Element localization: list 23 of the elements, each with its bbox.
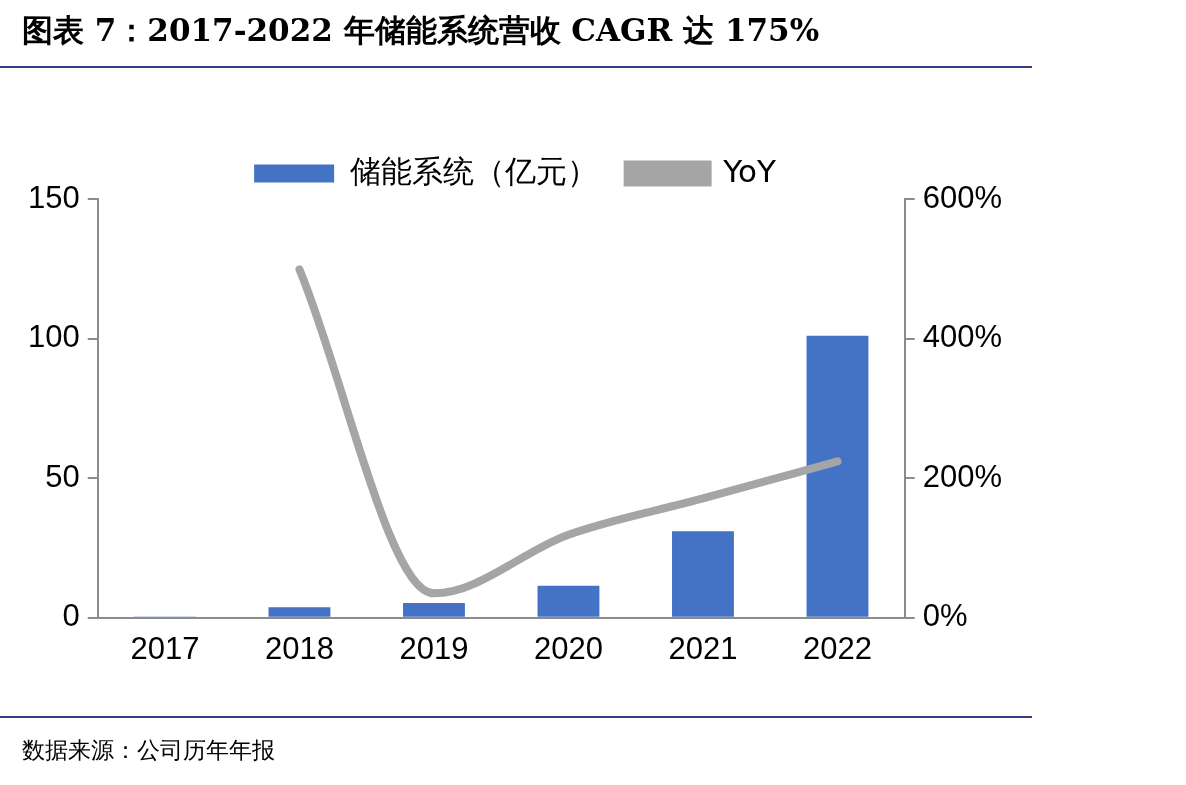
x-tick-label: 2022 — [802, 630, 872, 666]
y2-tick-label: 600% — [922, 179, 1003, 215]
y2-tick-label: 0% — [922, 598, 968, 634]
x-tick-label: 2018 — [264, 630, 334, 666]
x-tick-label: 2019 — [399, 630, 469, 666]
y2-tick-label: 200% — [922, 458, 1003, 494]
bar — [268, 607, 331, 617]
y-tick-label: 0 — [62, 598, 80, 634]
y-tick-label: 50 — [45, 458, 80, 494]
y2-tick-label: 400% — [922, 319, 1003, 355]
y-tick-label: 150 — [27, 179, 80, 215]
x-tick-label: 2017 — [130, 630, 200, 666]
legend-label: 储能系统（亿元） — [349, 152, 598, 189]
bar — [672, 531, 734, 617]
bar — [537, 585, 600, 617]
source-note: 数据来源：公司历年年报 — [22, 736, 275, 765]
bar — [806, 335, 869, 617]
y-tick-label: 100 — [27, 319, 80, 355]
legend-label: YoY — [722, 152, 776, 189]
x-tick-label: 2020 — [533, 630, 603, 666]
bar — [403, 603, 465, 617]
chart-title: 图表 7：2017-2022 年储能系统营收 CAGR 达 175% — [22, 11, 820, 50]
x-tick-label: 2021 — [668, 630, 738, 666]
